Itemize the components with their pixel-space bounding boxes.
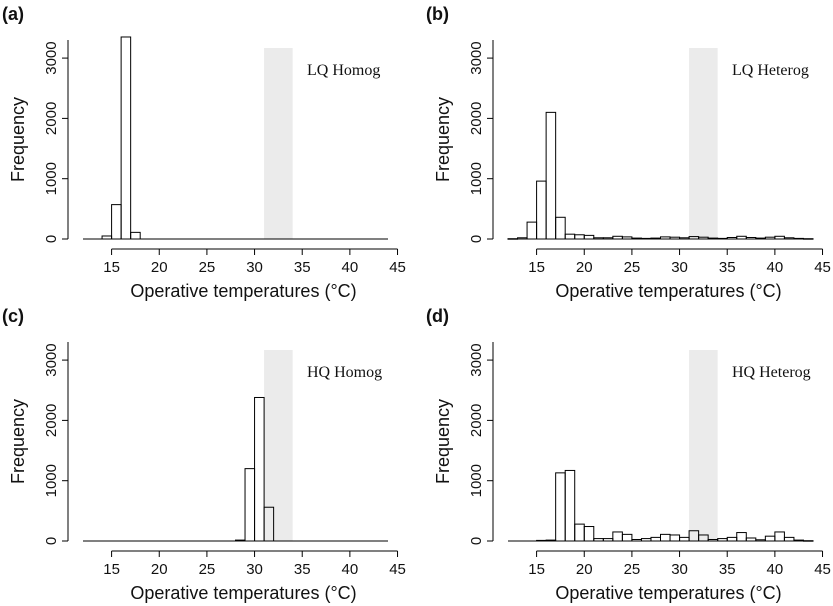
x-tick-label: 25 [199,259,216,276]
shaded-band [689,350,718,541]
histogram-bar [545,111,557,240]
y-tick-label: 0 [468,235,485,243]
x-axis-title: Operative temperatures (°C) [130,583,356,603]
y-tick-label: 0 [43,537,60,545]
histogram-bar [650,536,661,542]
y-tick-label: 3000 [43,41,60,74]
x-tick-label: 35 [294,259,311,276]
x-axis-title: Operative temperatures (°C) [555,583,781,603]
panel-label: (a) [2,4,24,24]
histogram-bar [111,204,122,240]
histogram-bar [526,221,538,240]
panel-c: 0 1000 2000 3000 15 20 25 30 35 40 45 Operative tem… [2,306,406,603]
x-tick-label: 35 [719,259,736,276]
y-axis-title: Frequency [8,97,28,182]
histogram-bar [120,36,132,240]
x-tick-label: 45 [389,259,406,276]
x-tick-label: 30 [671,259,688,276]
histogram-bar [660,533,671,542]
x-axis-title: Operative temperatures (°C) [130,281,356,301]
histogram-bar [555,216,566,240]
y-tick-label: 2000 [43,102,60,135]
histogram-bar [774,531,785,542]
panel-b: 0 1000 2000 3000 15 20 25 30 35 40 45 Operative tem… [426,4,831,301]
x-tick-label: 45 [814,259,831,276]
histogram-bar [764,535,776,542]
histogram-bar [564,469,576,542]
x-tick-label: 15 [103,561,120,578]
y-tick-label: 2000 [43,404,60,437]
shaded-band [264,48,293,239]
histogram-bar [736,532,747,542]
x-tick-label: 45 [389,561,406,578]
x-tick-label: 25 [624,259,641,276]
histogram-bar [254,396,265,542]
histogram-bar [555,472,566,542]
x-tick-label: 25 [624,561,641,578]
x-tick-label: 15 [528,561,545,578]
histogram-bar [536,180,547,240]
histogram-bar [612,531,623,542]
panel-annotation: LQ Heterog [732,62,809,79]
y-tick-label: 2000 [468,102,485,135]
x-tick-label: 20 [151,259,168,276]
x-tick-label: 20 [151,561,168,578]
histogram-bar [669,534,681,542]
x-tick-label: 20 [576,259,593,276]
panel-label: (c) [2,306,24,326]
x-tick-label: 15 [528,259,545,276]
x-tick-label: 25 [199,561,216,578]
x-tick-label: 30 [671,561,688,578]
histogram-bar [583,234,595,240]
histogram-bar [583,526,595,542]
panel-annotation: LQ Homog [307,62,380,79]
histogram-bar [564,233,576,240]
y-tick-label: 3000 [43,343,60,376]
y-axis-title: Frequency [433,97,453,182]
x-tick-label: 40 [342,561,359,578]
x-axis-title: Operative temperatures (°C) [555,281,781,301]
y-tick-label: 0 [43,235,60,243]
y-tick-label: 1000 [43,464,60,497]
shaded-band [689,48,718,239]
x-tick-label: 40 [767,259,784,276]
x-tick-label: 30 [246,259,263,276]
y-tick-label: 1000 [468,162,485,195]
panel-d: 0 1000 2000 3000 15 20 25 30 35 40 45 Operative tem… [426,306,831,603]
y-tick-label: 1000 [468,464,485,497]
y-tick-label: 3000 [468,343,485,376]
histogram-bar [621,533,633,542]
histogram-bar [783,536,795,542]
y-axis-title: Frequency [433,399,453,484]
histogram-bar [574,523,585,542]
x-tick-label: 35 [719,561,736,578]
x-tick-label: 35 [294,561,311,578]
y-tick-label: 2000 [468,404,485,437]
y-axis-title: Frequency [8,399,28,484]
x-tick-label: 40 [342,259,359,276]
y-tick-label: 1000 [43,162,60,195]
histogram-bar [130,231,141,240]
panel-a: 0 1000 2000 3000 15 20 25 30 35 40 45 Operative tem… [2,4,406,301]
x-tick-label: 15 [103,259,120,276]
histogram-bar [679,536,690,542]
panel-annotation: HQ Homog [307,364,382,381]
panel-annotation: HQ Heterog [732,364,811,381]
panel-label: (d) [426,306,449,326]
x-tick-label: 30 [246,561,263,578]
y-tick-label: 0 [468,537,485,545]
histogram-bar [726,536,738,542]
histogram-bar [574,234,585,240]
x-tick-label: 20 [576,561,593,578]
histogram-bar [244,468,256,542]
panel-label: (b) [426,4,449,24]
y-tick-label: 3000 [468,41,485,74]
shaded-band [264,350,293,541]
x-tick-label: 40 [767,561,784,578]
x-tick-label: 45 [814,561,831,578]
